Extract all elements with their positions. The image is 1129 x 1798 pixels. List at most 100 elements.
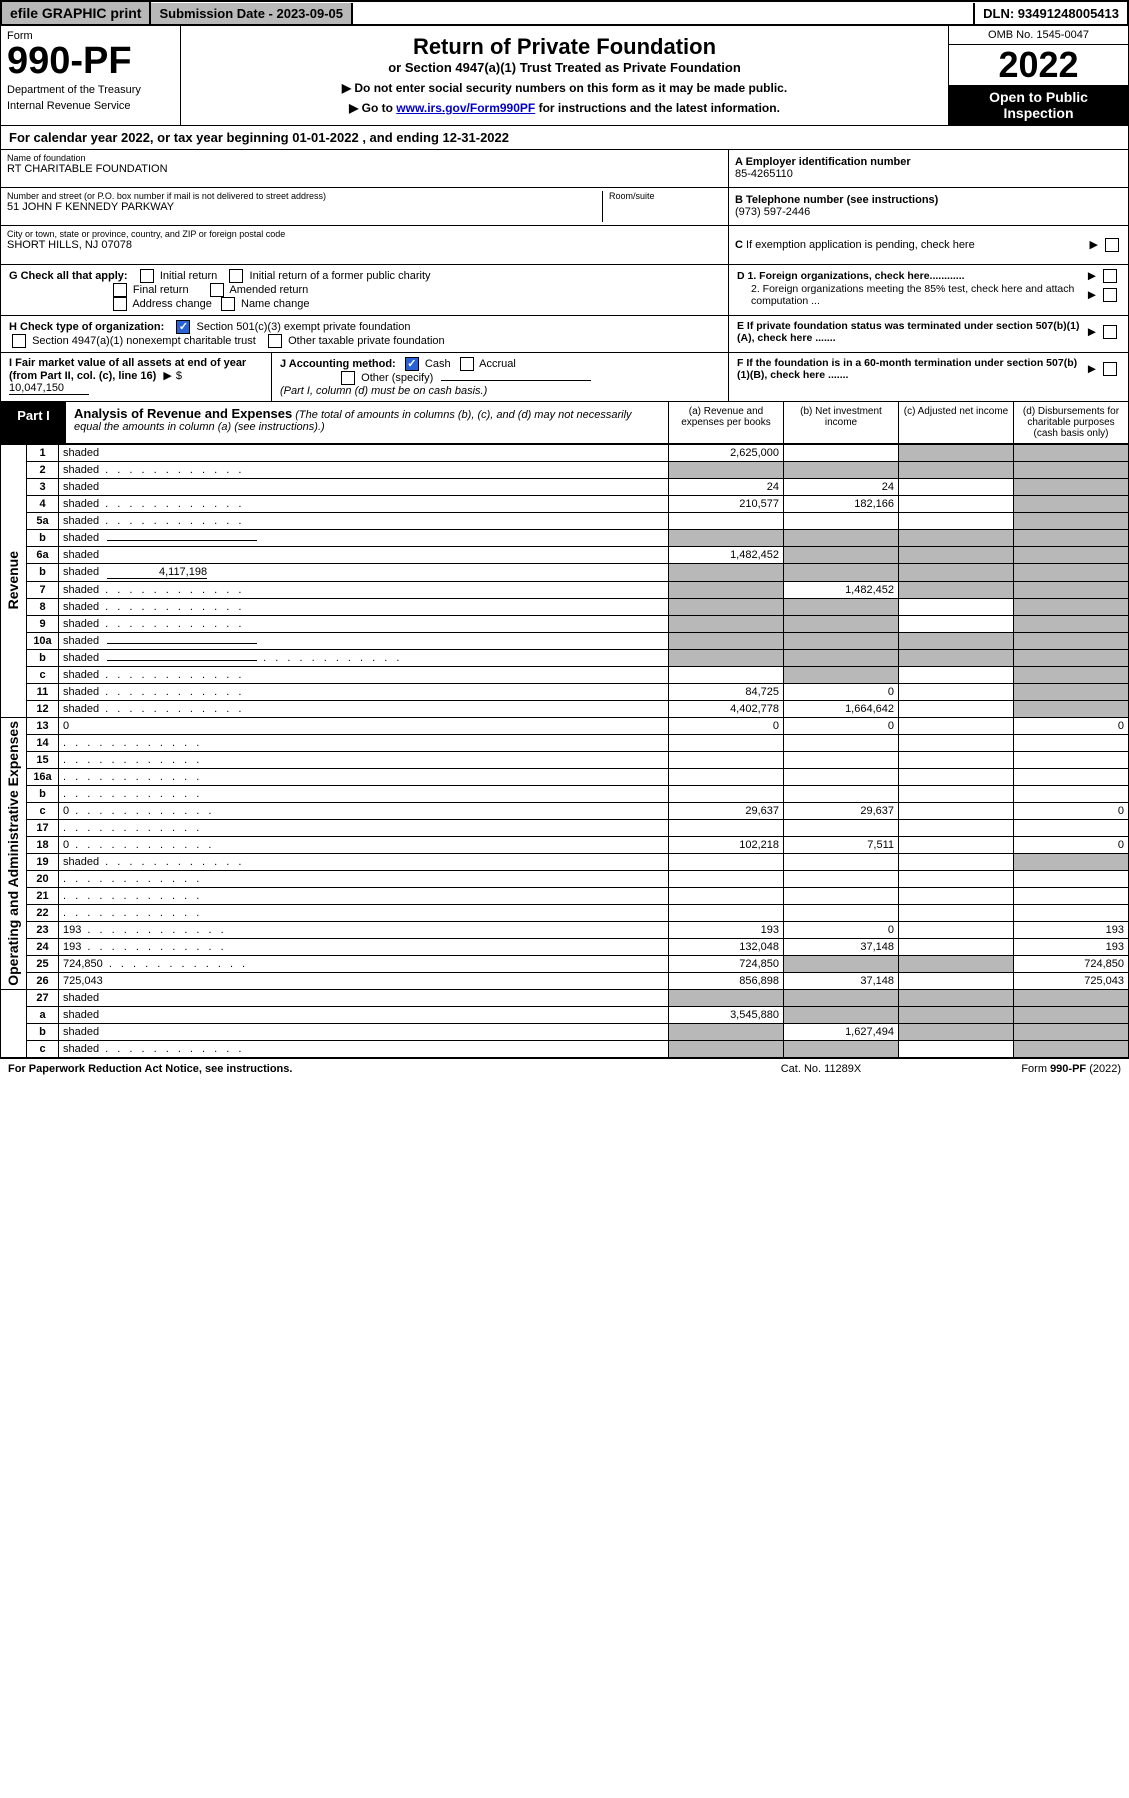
cell-value [669,819,784,836]
j-note: (Part I, column (d) must be on cash basi… [280,385,487,397]
arrow-icon: ▶ [1088,289,1096,301]
cell-value: 1,482,452 [669,546,784,563]
cell-value: 724,850 [1014,955,1129,972]
row-num: 15 [27,751,59,768]
addr-val: 51 JOHN F KENNEDY PARKWAY [7,201,602,213]
j-cash-checkbox[interactable] [405,357,419,371]
cell-shaded [1014,461,1129,478]
cell-value: 856,898 [669,972,784,989]
cell-shaded [899,444,1014,461]
table-row: 2shaded [1,461,1129,478]
table-row: 27shaded [1,989,1129,1006]
foundation-name: RT CHARITABLE FOUNDATION [7,163,722,175]
cell-shaded [669,989,784,1006]
omb-number: OMB No. 1545-0047 [949,26,1128,45]
row-desc: shaded [59,598,669,615]
table-row: 24193132,04837,148193 [1,938,1129,955]
row-num: 27 [27,989,59,1006]
g-initial-former-checkbox[interactable] [229,269,243,283]
table-row: 26725,043856,89837,148725,043 [1,972,1129,989]
table-row: 7shaded1,482,452 [1,581,1129,598]
h-other-checkbox[interactable] [268,334,282,348]
table-row: 9shaded [1,615,1129,632]
h-label: H Check type of organization: [9,321,164,333]
cell-shaded [669,632,784,649]
d1-checkbox[interactable] [1103,269,1117,283]
table-row: 16a [1,768,1129,785]
table-row: 11shaded84,7250 [1,683,1129,700]
j-cash: Cash [425,358,451,370]
cell-shaded [1014,444,1129,461]
cell-shaded [899,581,1014,598]
cell-shaded [899,1006,1014,1023]
cell-value [784,512,899,529]
cell-shaded [669,1023,784,1040]
cell-shaded [784,598,899,615]
phone-label: B Telephone number (see instructions) [735,194,1122,206]
cell-value [669,904,784,921]
cell-shaded [784,989,899,1006]
cell-shaded [1014,529,1129,546]
row-num: 8 [27,598,59,615]
g-amended-checkbox[interactable] [210,283,224,297]
form990pf-link[interactable]: www.irs.gov/Form990PF [396,101,535,115]
cell-value [899,921,1014,938]
g-address-checkbox[interactable] [113,297,127,311]
cell-value [899,1040,1014,1057]
name-cell: Name of foundation RT CHARITABLE FOUNDAT… [1,150,728,188]
cell-value [669,785,784,802]
city-cell: City or town, state or province, country… [1,226,728,264]
row-num: 23 [27,921,59,938]
ein-cell: A Employer identification number 85-4265… [729,150,1128,188]
cell-value [899,615,1014,632]
row-desc: shaded [59,649,669,666]
cell-value: 724,850 [669,955,784,972]
g-opt-1: Initial return of a former public charit… [250,270,431,282]
h-501c3-checkbox[interactable] [176,320,190,334]
cell-value [899,751,1014,768]
g-final-checkbox[interactable] [113,283,127,297]
cell-value [1014,819,1129,836]
row-desc [59,904,669,921]
cell-shaded [784,1006,899,1023]
g-name-checkbox[interactable] [221,297,235,311]
e-checkbox[interactable] [1103,325,1117,339]
cell-value [899,887,1014,904]
cell-value [899,870,1014,887]
row-desc: shaded [59,683,669,700]
cell-shaded [784,1040,899,1057]
cell-shaded [1014,649,1129,666]
cell-value: 182,166 [784,495,899,512]
row-desc [59,870,669,887]
cell-value [669,870,784,887]
dept-treasury: Department of the Treasury [7,84,174,96]
j-accrual-checkbox[interactable] [460,357,474,371]
efile-label[interactable]: efile GRAPHIC print [2,2,151,24]
cell-value: 24 [784,478,899,495]
main-table: Revenue1shaded2,625,0002shaded3shaded242… [0,444,1129,1058]
c-checkbox[interactable] [1105,238,1119,252]
d2-checkbox[interactable] [1103,288,1117,302]
col-c-header: (c) Adjusted net income [898,402,1013,443]
h-4947-checkbox[interactable] [12,334,26,348]
f-checkbox[interactable] [1103,362,1117,376]
cell-shaded [1014,563,1129,581]
cell-value [784,768,899,785]
d1-text: D 1. Foreign organizations, check here..… [737,270,965,282]
cell-shaded [899,529,1014,546]
cell-value [669,512,784,529]
j-other-checkbox[interactable] [341,371,355,385]
cell-value [899,836,1014,853]
cell-shaded [784,955,899,972]
row-num: c [27,802,59,819]
g-initial-checkbox[interactable] [140,269,154,283]
row-num: b [27,785,59,802]
irs-label: Internal Revenue Service [7,100,174,112]
table-row: Operating and Administrative Expenses130… [1,717,1129,734]
f-text: F If the foundation is in a 60-month ter… [737,357,1077,381]
cell-value: 2,625,000 [669,444,784,461]
cell-value: 84,725 [669,683,784,700]
d2-text: 2. Foreign organizations meeting the 85%… [751,283,1074,307]
info-left: Name of foundation RT CHARITABLE FOUNDAT… [1,150,728,264]
col-a-header: (a) Revenue and expenses per books [668,402,783,443]
